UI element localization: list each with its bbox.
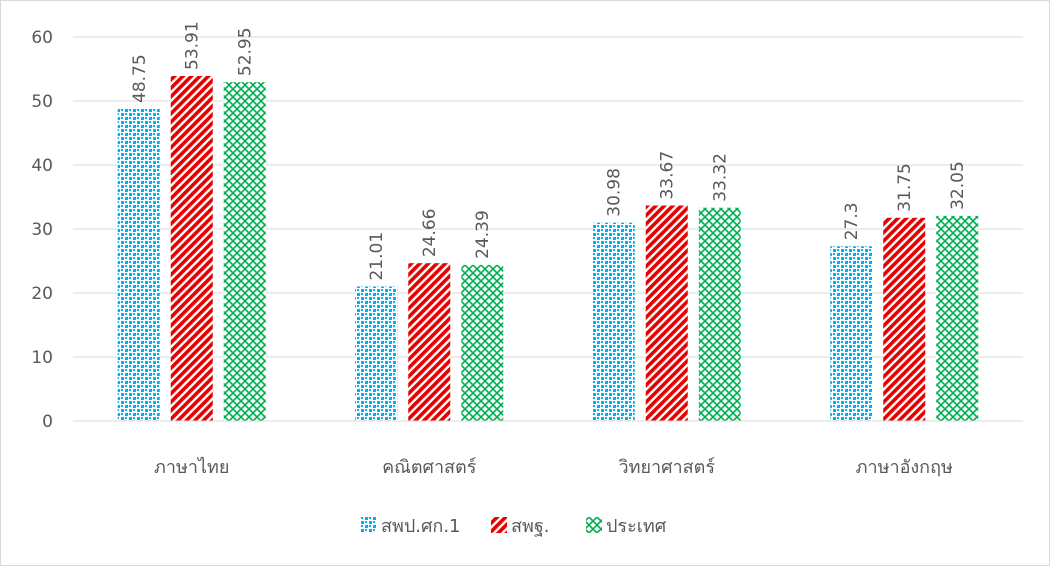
data-label: 32.05 <box>948 161 968 210</box>
y-tick-label: 40 <box>31 156 53 176</box>
bar <box>408 263 451 421</box>
data-label: 48.75 <box>130 54 150 103</box>
legend-swatch <box>491 517 507 533</box>
y-tick-label: 20 <box>31 284 53 304</box>
data-label: 33.67 <box>658 151 678 200</box>
legend-label: ประเทศ <box>606 516 667 537</box>
bar <box>592 222 635 421</box>
data-label: 53.91 <box>183 21 203 70</box>
legend: สพป.ศก.1 สพฐ. ประเทศ <box>361 516 667 537</box>
data-label: 24.66 <box>420 209 440 258</box>
legend-swatch <box>361 517 377 533</box>
bar <box>883 217 926 421</box>
y-tick-label: 60 <box>31 28 53 48</box>
data-labels: 48.75 53.91 52.95 21.01 24.66 24.39 30.98 33.67… <box>130 21 969 280</box>
legend-label: สพฐ. <box>511 516 550 537</box>
bar <box>355 286 398 421</box>
x-category-label: วิทยาศาสตร์ <box>618 457 715 478</box>
x-category-label: คณิตศาสตร์ <box>382 457 477 478</box>
data-label: 24.39 <box>473 210 493 259</box>
data-label: 31.75 <box>895 163 915 212</box>
legend-swatch <box>586 517 602 533</box>
data-label: 33.32 <box>711 153 731 202</box>
x-category-label: ภาษาอังกฤษ <box>856 457 953 478</box>
y-tick-label: 50 <box>31 92 53 112</box>
bar <box>936 215 979 421</box>
y-tick-label: 10 <box>31 348 53 368</box>
x-axis: ภาษาไทย คณิตศาสตร์ วิทยาศาสตร์ ภาษาอังกฤษ <box>73 420 1023 478</box>
y-axis: 0 10 20 30 40 50 60 <box>31 28 53 432</box>
bar <box>223 82 266 422</box>
data-label: 30.98 <box>605 168 625 217</box>
legend-label: สพป.ศก.1 <box>381 516 461 537</box>
data-label: 52.95 <box>236 27 256 76</box>
bars <box>117 75 979 422</box>
y-tick-label: 0 <box>42 412 53 432</box>
bar <box>461 264 504 421</box>
bar <box>698 207 741 421</box>
y-tick-label: 30 <box>31 220 53 240</box>
bar <box>117 109 160 421</box>
bar <box>830 246 873 421</box>
bar <box>170 75 213 421</box>
bar <box>645 205 688 421</box>
data-label: 27.3 <box>842 202 862 240</box>
data-label: 21.01 <box>367 232 387 281</box>
x-category-label: ภาษาไทย <box>154 456 229 478</box>
gridlines <box>73 36 1023 422</box>
